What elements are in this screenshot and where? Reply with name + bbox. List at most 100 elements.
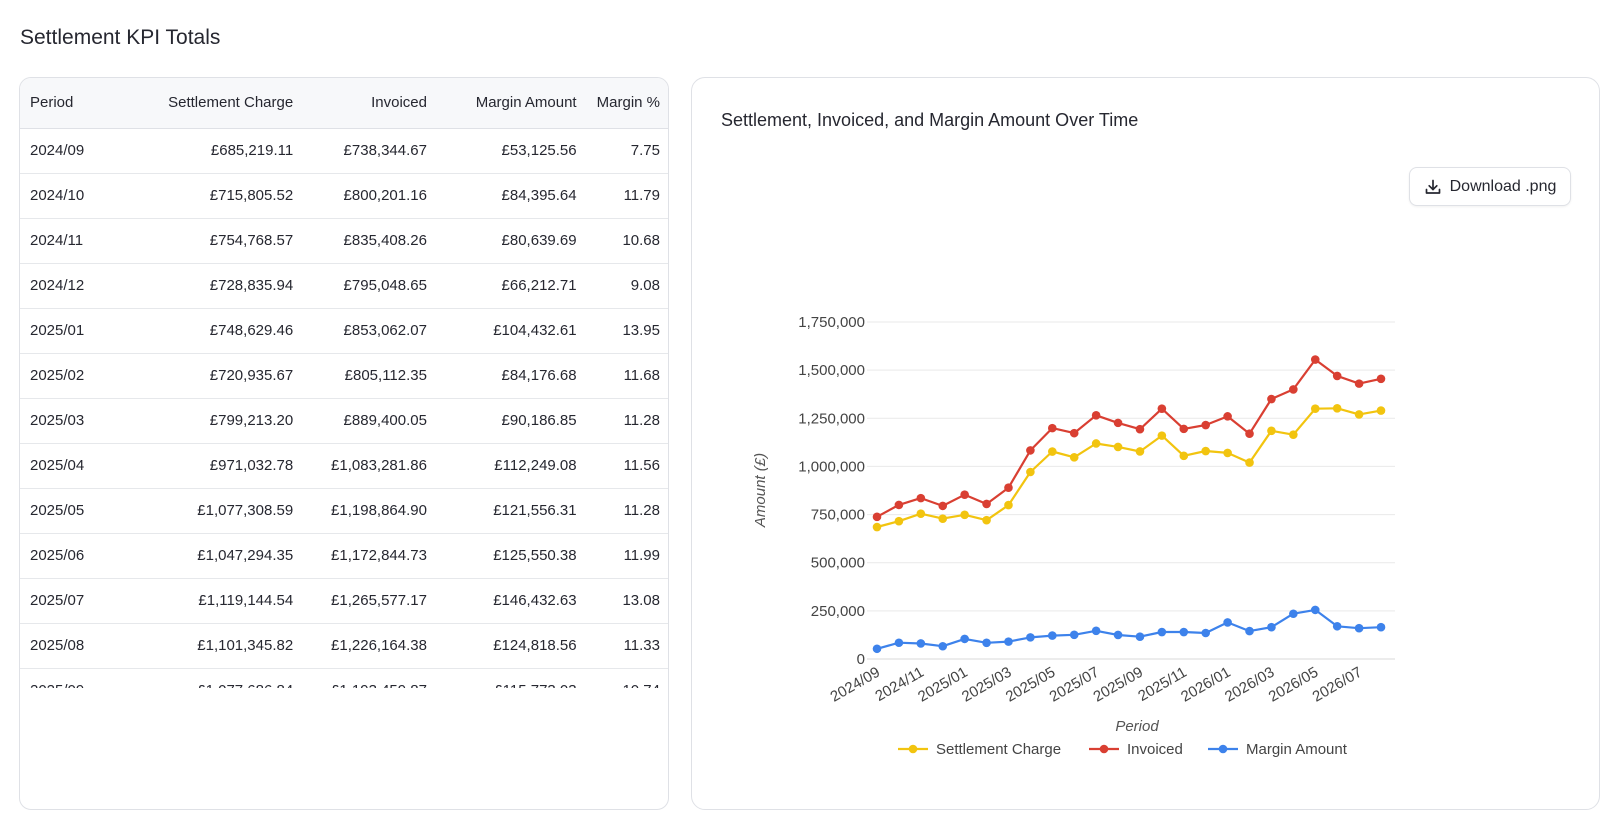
column-header-period[interactable]: Period bbox=[20, 78, 112, 129]
data-point-margin-amount[interactable] bbox=[1201, 628, 1210, 638]
table-row[interactable]: 2025/05 £1,077,308.59 £1,198,864.90 £121,55… bbox=[20, 488, 668, 534]
data-point-margin-amount[interactable] bbox=[916, 639, 926, 648]
table-row[interactable]: 2024/11 £754,768.57 £835,408.26 £80,639.69 1… bbox=[20, 218, 668, 264]
data-point-invoiced[interactable] bbox=[1113, 418, 1123, 428]
data-point-invoiced[interactable] bbox=[938, 501, 948, 511]
data-point-settlement-charge[interactable] bbox=[1376, 406, 1386, 415]
data-point-settlement-charge[interactable] bbox=[1135, 447, 1145, 456]
data-point-invoiced[interactable] bbox=[916, 493, 926, 503]
data-point-settlement-charge[interactable] bbox=[1113, 442, 1123, 452]
data-point-settlement-charge[interactable] bbox=[1245, 458, 1254, 467]
data-point-invoiced[interactable] bbox=[1004, 483, 1013, 493]
data-point-invoiced[interactable] bbox=[1135, 424, 1145, 434]
data-point-margin-amount[interactable] bbox=[1179, 627, 1189, 637]
table-row[interactable]: 2025/02 £720,935.67 £805,112.35 £84,176.68 1… bbox=[20, 353, 668, 399]
data-point-margin-amount[interactable] bbox=[982, 638, 991, 648]
data-point-settlement-charge[interactable] bbox=[1157, 431, 1167, 440]
data-point-margin-amount[interactable] bbox=[1091, 626, 1101, 636]
data-point-margin-amount[interactable] bbox=[1332, 621, 1342, 631]
data-point-margin-amount[interactable] bbox=[894, 638, 904, 648]
column-header-margin-pct[interactable]: Margin % bbox=[586, 78, 668, 129]
data-point-settlement-charge[interactable] bbox=[894, 516, 904, 526]
table-row[interactable]: 2025/01 £748,629.46 £853,062.07 £104,432.61… bbox=[20, 308, 668, 354]
data-point-invoiced[interactable] bbox=[1091, 410, 1101, 420]
data-point-margin-amount[interactable] bbox=[1004, 637, 1013, 646]
data-point-invoiced[interactable] bbox=[1289, 385, 1298, 394]
data-point-margin-amount[interactable] bbox=[1354, 623, 1364, 633]
data-point-invoiced[interactable] bbox=[1267, 394, 1276, 404]
data-point-settlement-charge[interactable] bbox=[938, 514, 948, 523]
data-point-settlement-charge[interactable] bbox=[1354, 410, 1364, 419]
table-row[interactable]: 2024/10 £715,805.52 £800,201.16 £84,395.64 1… bbox=[20, 173, 668, 219]
data-point-settlement-charge[interactable] bbox=[1201, 446, 1210, 456]
data-point-settlement-charge[interactable] bbox=[1091, 439, 1101, 448]
column-header-margin-amount[interactable]: Margin Amount bbox=[436, 78, 587, 129]
data-point-margin-amount[interactable] bbox=[1289, 609, 1298, 619]
data-point-settlement-charge[interactable] bbox=[1004, 500, 1013, 510]
data-point-margin-amount[interactable] bbox=[1267, 622, 1276, 632]
data-point-invoiced[interactable] bbox=[1069, 428, 1079, 438]
column-header-invoiced[interactable]: Invoiced bbox=[303, 78, 437, 129]
data-point-margin-amount[interactable] bbox=[960, 634, 969, 644]
data-point-invoiced[interactable] bbox=[1354, 379, 1364, 388]
table-row[interactable]: 2025/04 £971,032.78 £1,083,281.86 £112,249.… bbox=[20, 443, 668, 489]
table-row[interactable]: 2025/09£1,077,686.84£1,193,459.87£115,77… bbox=[20, 668, 668, 688]
cell-invoiced: £795,048.65 bbox=[303, 263, 437, 309]
data-point-invoiced[interactable] bbox=[1376, 374, 1386, 384]
table-row[interactable]: 2025/08 £1,101,345.82 £1,226,164.38 £124,81… bbox=[20, 623, 668, 669]
data-point-invoiced[interactable] bbox=[1026, 446, 1035, 455]
data-point-settlement-charge[interactable] bbox=[1026, 467, 1035, 477]
column-header-settlement-charge[interactable]: Settlement Charge bbox=[111, 78, 304, 129]
legend-label-margin-amount[interactable]: Margin Amount bbox=[1246, 741, 1348, 758]
data-point-settlement-charge[interactable] bbox=[1223, 448, 1232, 458]
legend-label-settlement-charge[interactable]: Settlement Charge bbox=[936, 741, 1061, 758]
table-row[interactable]: 2024/12 £728,835.94 £795,048.65 £66,212.71 9… bbox=[20, 263, 668, 309]
data-point-margin-amount[interactable] bbox=[938, 641, 948, 651]
table-row[interactable]: 2025/03 £799,213.20 £889,400.05 £90,186.85 1… bbox=[20, 398, 668, 444]
data-point-margin-amount[interactable] bbox=[1069, 630, 1079, 640]
data-point-settlement-charge[interactable] bbox=[1267, 426, 1276, 436]
data-point-settlement-charge[interactable] bbox=[1332, 403, 1342, 413]
data-point-invoiced[interactable] bbox=[1310, 355, 1320, 364]
cell-margin-pct: 11.68 bbox=[586, 353, 668, 399]
data-point-invoiced[interactable] bbox=[1048, 423, 1057, 433]
data-point-invoiced[interactable] bbox=[1332, 371, 1342, 381]
line-chart[interactable]: 0 250,000 500,000 750,000 1,000,000 1,250,000… bbox=[692, 78, 1600, 810]
data-point-invoiced[interactable] bbox=[1201, 420, 1210, 430]
data-point-invoiced[interactable] bbox=[872, 512, 882, 522]
data-point-margin-amount[interactable] bbox=[1376, 622, 1386, 632]
table-row[interactable]: 2024/09 £685,219.11 £738,344.67 £53,125.56 7… bbox=[20, 128, 668, 174]
data-point-settlement-charge[interactable] bbox=[1048, 447, 1057, 456]
data-point-invoiced[interactable] bbox=[894, 500, 904, 510]
table-row[interactable]: 2025/06 £1,047,294.35 £1,172,844.73 £125,55… bbox=[20, 533, 668, 579]
table-scroll-area[interactable]: Period Settlement Charge Invoiced Margin… bbox=[20, 78, 668, 688]
data-point-invoiced[interactable] bbox=[982, 499, 991, 509]
data-point-settlement-charge[interactable] bbox=[916, 509, 926, 518]
data-point-settlement-charge[interactable] bbox=[960, 510, 969, 520]
data-point-margin-amount[interactable] bbox=[1310, 605, 1320, 615]
data-point-margin-amount[interactable] bbox=[1026, 633, 1035, 642]
data-point-margin-amount[interactable] bbox=[1223, 618, 1232, 627]
data-point-settlement-charge[interactable] bbox=[1069, 453, 1079, 462]
data-point-invoiced[interactable] bbox=[960, 490, 969, 500]
data-point-margin-amount[interactable] bbox=[1048, 631, 1057, 640]
data-point-settlement-charge[interactable] bbox=[982, 515, 991, 525]
download-png-button[interactable]: Download .png bbox=[1409, 167, 1571, 206]
data-point-margin-amount[interactable] bbox=[1113, 630, 1123, 640]
data-point-settlement-charge[interactable] bbox=[1179, 451, 1189, 461]
data-point-settlement-charge[interactable] bbox=[1310, 404, 1320, 413]
table-row[interactable]: 2025/07 £1,119,144.54 £1,265,577.17 £146,43… bbox=[20, 578, 668, 624]
data-point-invoiced[interactable] bbox=[1245, 429, 1254, 438]
data-point-margin-amount[interactable] bbox=[1135, 632, 1145, 642]
data-point-margin-amount[interactable] bbox=[1157, 627, 1167, 637]
data-point-margin-amount[interactable] bbox=[1245, 626, 1254, 636]
legend-label-invoiced[interactable]: Invoiced bbox=[1127, 741, 1183, 758]
data-point-invoiced[interactable] bbox=[1157, 404, 1167, 413]
cell-invoiced: £1,198,864.90 bbox=[303, 488, 437, 534]
data-point-settlement-charge[interactable] bbox=[1289, 430, 1298, 439]
data-point-settlement-charge[interactable] bbox=[872, 522, 882, 532]
cell-period: 2025/02 bbox=[20, 353, 112, 399]
data-point-margin-amount[interactable] bbox=[872, 644, 882, 654]
data-point-invoiced[interactable] bbox=[1223, 412, 1232, 421]
data-point-invoiced[interactable] bbox=[1179, 424, 1189, 434]
